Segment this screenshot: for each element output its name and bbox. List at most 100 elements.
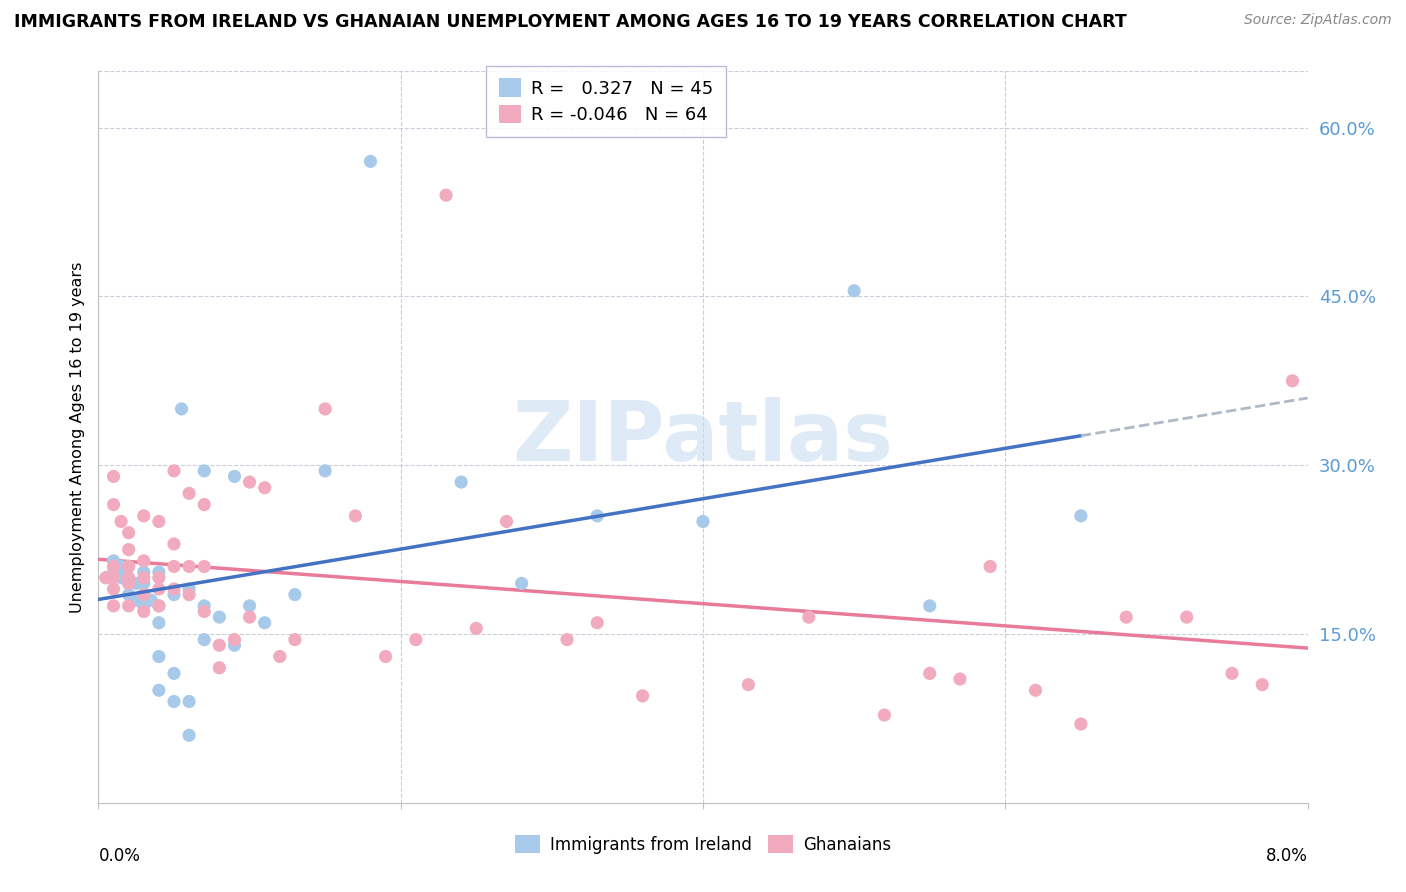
Point (110, 515, 132, 529)
Point (1025, 683, 1047, 698)
Point (148, 571, 170, 585)
Point (132, 571, 155, 585)
Point (586, 508, 609, 523)
Point (132, 576, 155, 591)
Point (253, 481, 276, 495)
Point (918, 666, 941, 681)
Point (918, 599, 941, 613)
Point (148, 649, 170, 664)
Point (132, 588, 155, 602)
Point (949, 672, 972, 686)
Point (163, 666, 186, 681)
Point (103, 554, 125, 568)
Point (118, 559, 141, 574)
Point (148, 515, 170, 529)
Point (141, 593, 163, 607)
Point (118, 599, 141, 613)
Point (103, 498, 125, 512)
Point (163, 537, 186, 551)
Point (224, 469, 246, 483)
Point (125, 576, 148, 591)
Point (179, 486, 201, 500)
Point (163, 559, 186, 574)
Point (1070, 508, 1092, 523)
Point (344, 508, 367, 523)
Point (405, 632, 427, 647)
Point (465, 621, 488, 635)
Point (1251, 678, 1274, 692)
Point (1281, 374, 1303, 388)
Point (434, 188, 457, 202)
Point (208, 610, 231, 624)
Point (163, 464, 186, 478)
Point (208, 661, 231, 675)
Point (118, 576, 141, 591)
Point (253, 615, 276, 630)
Point (118, 559, 141, 574)
Point (193, 605, 215, 619)
Point (495, 515, 517, 529)
Point (239, 475, 262, 489)
Point (148, 565, 170, 579)
Point (284, 588, 307, 602)
Point (103, 599, 125, 613)
Point (132, 605, 155, 619)
Text: Source: ZipAtlas.com: Source: ZipAtlas.com (1244, 13, 1392, 28)
Point (360, 154, 382, 169)
Point (132, 599, 155, 613)
Point (179, 559, 201, 574)
Point (132, 588, 155, 602)
Point (844, 284, 866, 298)
Point (170, 401, 193, 416)
Point (148, 599, 170, 613)
Point (555, 632, 578, 647)
Point (193, 632, 215, 647)
Point (797, 610, 820, 624)
Point (179, 728, 201, 742)
Point (179, 588, 201, 602)
Point (118, 571, 141, 585)
Point (163, 694, 186, 708)
Point (224, 632, 246, 647)
Point (193, 599, 215, 613)
Point (631, 689, 654, 703)
Point (193, 464, 215, 478)
Point (94, 571, 117, 585)
Text: ZIPatlas: ZIPatlas (513, 397, 893, 477)
Point (1115, 610, 1137, 624)
Point (103, 559, 125, 574)
Point (450, 475, 472, 489)
Point (873, 708, 896, 723)
Point (1220, 666, 1243, 681)
Point (239, 610, 262, 624)
Y-axis label: Unemployment Among Ages 16 to 19 years: Unemployment Among Ages 16 to 19 years (69, 261, 84, 613)
Point (193, 559, 215, 574)
Point (132, 508, 155, 523)
Point (284, 632, 307, 647)
Point (103, 565, 125, 579)
Point (179, 582, 201, 596)
Point (103, 582, 125, 596)
Point (239, 599, 262, 613)
Point (314, 464, 336, 478)
Point (103, 571, 125, 585)
Point (269, 649, 291, 664)
Point (118, 576, 141, 591)
Text: 8.0%: 8.0% (1265, 847, 1308, 864)
Point (1175, 610, 1198, 624)
Point (148, 615, 170, 630)
Point (103, 469, 125, 483)
Point (979, 559, 1001, 574)
Point (110, 559, 132, 574)
Point (193, 498, 215, 512)
Point (118, 542, 141, 557)
Point (132, 554, 155, 568)
Point (94, 571, 117, 585)
Point (125, 593, 148, 607)
Point (314, 401, 336, 416)
Point (224, 638, 246, 652)
Point (692, 515, 714, 529)
Point (208, 638, 231, 652)
Point (118, 588, 141, 602)
Point (737, 678, 759, 692)
